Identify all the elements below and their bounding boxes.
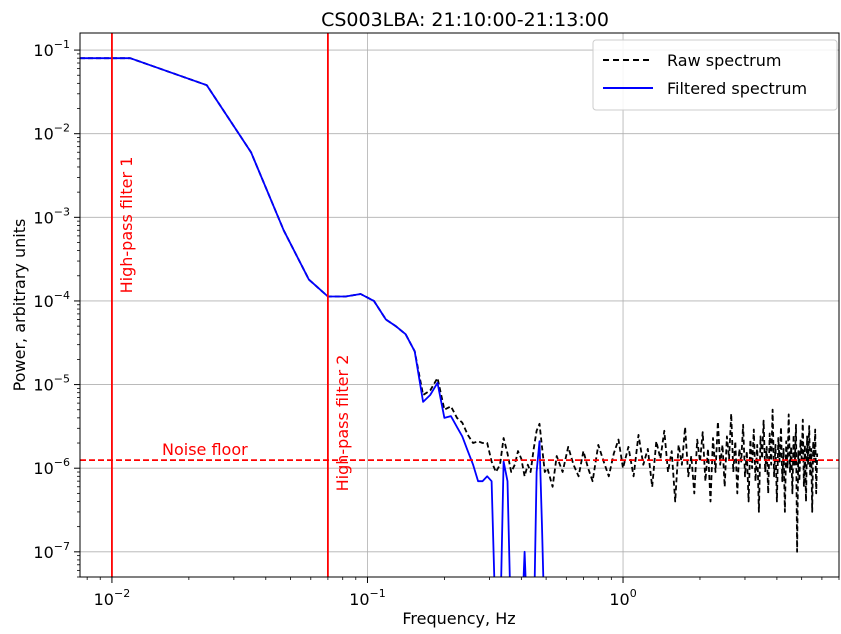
y-tick-label: 10−2 — [33, 122, 70, 144]
annotation-labels: High-pass filter 1 High-pass filter 2 Nois… — [117, 157, 352, 492]
tick-layer: 10−2 10−1 100 10−7 10−6 10−5 10−4 10−3 10−2 10−1 — [33, 38, 840, 609]
y-axis-title: Power, arbitrary units — [10, 219, 29, 392]
raw-spectrum-line — [80, 57, 819, 553]
y-tick-label: 10−4 — [33, 289, 70, 311]
series-layer — [80, 57, 819, 577]
legend: Raw spectrum Filtered spectrum — [592, 39, 838, 111]
highpass-filter-label: High-pass filter 2 — [333, 355, 352, 492]
y-tick-label: 10−7 — [33, 540, 70, 562]
highpass-filter-label: High-pass filter 1 — [117, 157, 136, 294]
annotation-layer — [80, 33, 839, 577]
legend-box — [592, 39, 838, 111]
filtered-spectrum-line — [80, 57, 545, 577]
noise-floor-label: Noise floor — [162, 440, 248, 459]
x-tick-label: 10−2 — [94, 587, 131, 609]
y-tick-label: 10−3 — [33, 205, 70, 227]
y-tick-label: 10−1 — [33, 38, 70, 60]
legend-raw-label: Raw spectrum — [667, 51, 781, 70]
y-tick-label: 10−6 — [33, 456, 70, 478]
x-axis-title: Frequency, Hz — [402, 609, 515, 628]
legend-filtered-label: Filtered spectrum — [667, 79, 807, 98]
y-tick-label: 10−5 — [33, 373, 70, 395]
x-tick-label: 100 — [609, 587, 636, 609]
chart-title: CS003LBA: 21:10:00-21:13:00 — [321, 9, 609, 31]
x-tick-label: 10−1 — [349, 587, 386, 609]
